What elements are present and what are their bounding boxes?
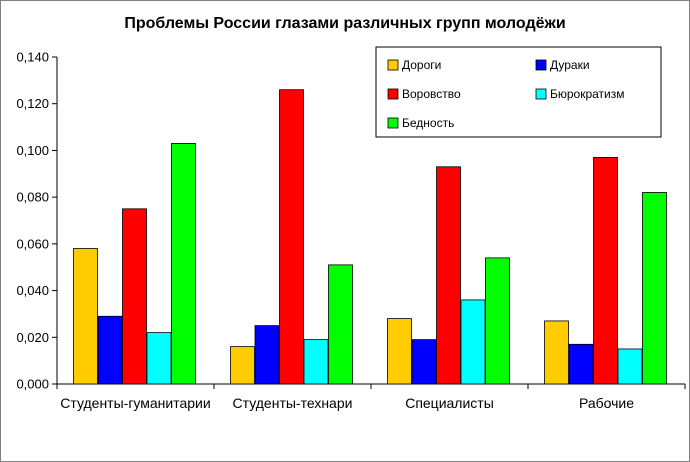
category-label: Рабочие	[579, 395, 634, 411]
category-labels: Студенты-гуманитарии Студенты-технари Спец…	[60, 395, 634, 411]
legend-swatch	[535, 59, 547, 71]
bar	[387, 318, 412, 385]
legend-box	[375, 46, 662, 138]
bar	[230, 346, 255, 385]
legend-label: Бедность	[402, 116, 454, 130]
chart-title: Проблемы России глазами различных групп …	[124, 15, 565, 32]
legend-label: Бюрократизм	[550, 87, 625, 101]
bar	[460, 299, 486, 385]
category-label: Студенты-технари	[233, 395, 353, 411]
bar	[171, 143, 196, 385]
bar	[303, 339, 329, 385]
bar	[146, 332, 172, 385]
legend: Дороги Дураки Воровство Бюрократизм Бедность	[375, 46, 662, 138]
bar	[436, 166, 461, 385]
bar	[617, 348, 643, 385]
y-tick-label: 0,080	[16, 190, 49, 205]
bar	[279, 89, 304, 385]
legend-swatch	[387, 59, 399, 71]
y-tick-label: 0,140	[16, 50, 49, 65]
bar	[97, 315, 123, 385]
legend-swatch	[535, 88, 547, 100]
y-tick-label: 0,040	[16, 283, 49, 298]
bar	[328, 264, 353, 385]
legend-swatch	[387, 117, 399, 129]
bar	[411, 339, 437, 385]
category-label: Студенты-гуманитарии	[60, 395, 210, 411]
y-tick-label: 0,000	[16, 377, 49, 392]
bar	[642, 192, 667, 385]
y-tick-label: 0,020	[16, 330, 49, 345]
bar	[122, 208, 147, 385]
legend-label: Воровство	[402, 87, 461, 101]
bar	[73, 248, 98, 385]
bar	[568, 343, 594, 385]
bar	[544, 320, 569, 385]
category-label: Специалисты	[405, 395, 494, 411]
legend-label: Дороги	[402, 58, 441, 72]
bar	[485, 257, 510, 385]
bars	[73, 89, 667, 385]
legend-swatch	[387, 88, 399, 100]
y-tick-label: 0,100	[16, 143, 49, 158]
bar	[593, 157, 618, 385]
legend-label: Дураки	[550, 58, 590, 72]
y-tick-label: 0,120	[16, 96, 49, 111]
bar	[254, 325, 280, 385]
y-tick-label: 0,060	[16, 236, 49, 251]
